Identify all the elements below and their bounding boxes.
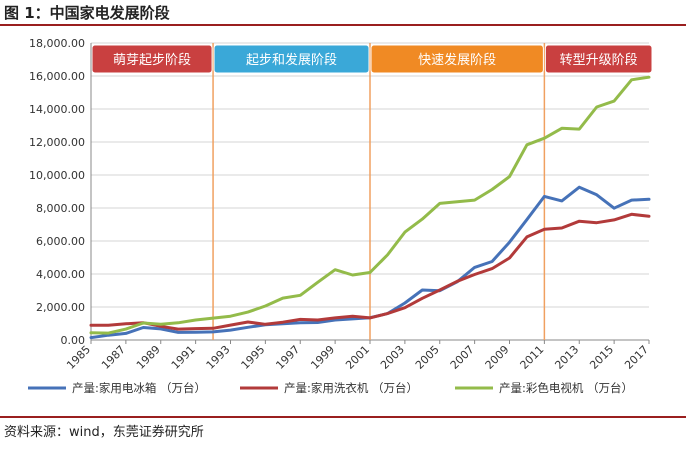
stage-label: 起步和发展阶段	[246, 52, 337, 68]
y-tick-label: 16,000.00	[29, 70, 85, 83]
bottom-rule	[0, 416, 686, 418]
x-tick-label: 1995	[239, 343, 268, 372]
y-tick-label: 0.00	[61, 334, 86, 347]
legend-label: 产量:家用电冰箱 （万台）	[72, 381, 206, 395]
y-tick-label: 14,000.00	[29, 103, 85, 116]
y-tick-label: 18,000.00	[29, 37, 85, 50]
x-tick-label: 2013	[552, 343, 581, 372]
x-tick-label: 1985	[64, 343, 93, 372]
legend-label: 产量:彩色电视机 （万台）	[499, 381, 633, 395]
x-tick-label: 1991	[169, 343, 198, 372]
y-tick-label: 10,000.00	[29, 169, 85, 182]
legend-label: 产量:家用洗衣机 （万台）	[284, 381, 418, 395]
x-tick-label: 1987	[99, 343, 128, 372]
x-tick-label: 2009	[483, 343, 512, 372]
x-axis-ticks: 1985 1987 1989 1991 1993 1995 1997 1999 2001 2003…	[64, 340, 651, 372]
x-tick-label: 2001	[343, 343, 372, 372]
y-tick-label: 12,000.00	[29, 136, 85, 149]
production-line-chart: 0.00 2,000.00 4,000.00 6,000.00 8,000.00 10,0…	[28, 37, 653, 395]
stage-dividers	[212, 43, 546, 340]
x-tick-label: 2017	[622, 343, 651, 372]
x-tick-label: 2005	[413, 343, 442, 372]
stage-banner	[370, 44, 544, 74]
x-tick-label: 1993	[204, 343, 233, 372]
x-tick-label: 2003	[378, 343, 407, 372]
stage-label: 萌芽起步阶段	[113, 53, 191, 68]
x-tick-label: 2007	[448, 343, 477, 372]
stage-label: 快速发展阶段	[418, 52, 496, 68]
figure-title: 图 1：中国家电发展阶段	[4, 4, 170, 22]
y-tick-label: 8,000.00	[36, 202, 85, 215]
x-tick-label: 1989	[134, 343, 163, 372]
x-tick-label: 1997	[273, 343, 302, 372]
source-note: 资料来源：wind，东莞证券研究所	[4, 425, 204, 440]
series-line	[89, 212, 651, 331]
stage-banner	[544, 44, 653, 74]
y-tick-label: 2,000.00	[36, 301, 85, 314]
series-lines	[89, 75, 651, 340]
x-tick-label: 2015	[587, 343, 616, 372]
stage-banners: 萌芽起步阶段 起步和发展阶段 快速发展阶段 转型升级阶段	[91, 44, 653, 74]
stage-banner	[213, 44, 370, 74]
stage-banner	[91, 44, 213, 74]
x-tick-label: 2011	[518, 343, 547, 372]
series-line	[89, 75, 651, 335]
x-tick-label: 1999	[308, 343, 337, 372]
y-tick-label: 4,000.00	[36, 268, 85, 281]
y-tick-label: 6,000.00	[36, 235, 85, 248]
chart-legend: 产量:家用电冰箱 （万台） 产量:家用洗衣机 （万台） 产量:彩色电视机 （万台）	[28, 381, 633, 395]
stage-label: 转型升级阶段	[560, 53, 638, 68]
y-axis-ticks: 0.00 2,000.00 4,000.00 6,000.00 8,000.00 10,0…	[29, 37, 85, 347]
top-rule	[0, 24, 686, 26]
